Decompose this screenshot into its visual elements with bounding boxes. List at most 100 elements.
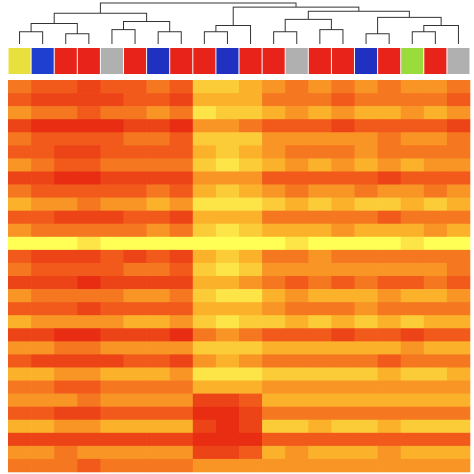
heatmap-cell [146,432,170,447]
heatmap-cell [146,184,170,198]
heatmap-cell [8,210,32,225]
heatmap-cell [123,210,147,225]
heatmap-cell [8,132,32,146]
heatmap-cell [146,93,170,107]
column-color [170,48,193,74]
heatmap-cell [446,419,471,434]
heatmap-cell [239,276,263,290]
heatmap-cell [54,276,78,290]
heatmap-cell [239,419,263,434]
heatmap-cell [400,380,425,394]
heatmap-cell [100,158,124,172]
heatmap-cell [123,445,147,460]
heatmap-cell [215,236,240,251]
heatmap-cell [262,419,286,434]
heatmap-cell [239,249,263,264]
heatmap-cell [400,289,425,303]
heatmap-cell [146,393,170,407]
heatmap-cell [54,184,78,198]
heatmap-cell [446,132,471,146]
heatmap-cell [262,354,286,368]
heatmap-cell [239,132,263,146]
heatmap-cell [54,80,78,94]
heatmap-cell [423,289,448,303]
heatmap-cell [54,445,78,460]
heatmap-cell [377,445,401,460]
heatmap-cell [192,119,217,133]
heatmap-cell [146,158,170,172]
dendrogram-link [99,2,297,14]
heatmap-cell [31,367,55,381]
column-color [31,48,54,74]
heatmap-cell [169,289,194,303]
column-color [262,48,285,74]
heatmap-cell [54,158,78,172]
heatmap-cell [423,132,448,146]
heatmap-cell [377,145,401,159]
heatmap-cell [146,289,170,303]
heatmap-cell [169,249,194,264]
heatmap-cell [308,432,332,447]
heatmap-cell [100,276,124,290]
heatmap-cell [262,145,286,159]
heatmap-cell [285,419,309,434]
heatmap-cell [215,315,240,329]
heatmap-cell [285,184,309,198]
heatmap-cell [331,289,355,303]
heatmap-cell [169,276,194,290]
heatmap-cell [123,119,147,133]
heatmap-cell [400,276,425,290]
heatmap-cell [423,458,448,473]
heatmap-cell [100,223,124,238]
heatmap-cell [77,328,101,342]
heatmap-cell [192,432,217,447]
column-color [401,48,424,74]
heatmap-cell [400,393,425,407]
heatmap-cell [215,171,240,185]
heatmap-cell [215,132,240,146]
heatmap-cell [331,236,355,251]
heatmap-cell [192,210,217,225]
heatmap-cell [377,197,401,211]
heatmap-cell [8,393,32,407]
heatmap-cell [423,223,448,238]
heatmap-cell [77,458,101,473]
column-color [285,48,308,74]
heatmap-cell [77,354,101,368]
heatmap-cell [8,93,32,107]
column-color [124,48,147,74]
heatmap-cell [285,445,309,460]
heatmap-cell [423,236,448,251]
heatmap-cell [331,276,355,290]
heatmap-cell [239,197,263,211]
heatmap-cell [77,119,101,133]
heatmap-cell [123,145,147,159]
heatmap-cell [446,276,471,290]
heatmap-cell [8,302,32,316]
heatmap-cell [169,419,194,434]
heatmap-cell [331,262,355,277]
heatmap-cell [54,367,78,381]
column-color [308,48,331,74]
heatmap-cell [308,158,332,172]
heatmap-cell [146,367,170,381]
heatmap-cell [423,93,448,107]
heatmap-cell [308,419,332,434]
heatmap-cell [400,236,425,251]
heatmap-cell [331,184,355,198]
heatmap-cell [354,393,378,407]
heatmap-cell [77,210,101,225]
heatmap-cell [400,119,425,133]
heatmap-cell [446,432,471,447]
heatmap-cell [285,315,309,329]
heatmap-cell [31,171,55,185]
heatmap-cell [446,93,471,107]
heatmap-cell [331,328,355,342]
heatmap-cell [123,458,147,473]
heatmap-cell [31,302,55,316]
heatmap-cell [123,171,147,185]
heatmap-cell [31,445,55,460]
heatmap-cell [169,432,194,447]
heatmap-cell [169,158,194,172]
heatmap-cell [31,419,55,434]
